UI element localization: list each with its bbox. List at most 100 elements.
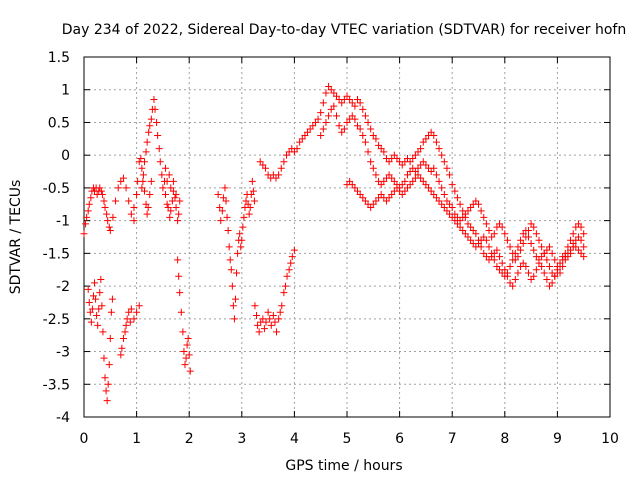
data-point bbox=[106, 226, 114, 234]
data-point bbox=[546, 243, 554, 251]
data-point bbox=[174, 256, 182, 264]
data-point bbox=[130, 315, 138, 323]
data-point bbox=[290, 246, 298, 254]
data-point bbox=[158, 171, 166, 179]
data-point bbox=[102, 387, 110, 395]
data-point bbox=[540, 269, 548, 277]
data-point bbox=[104, 380, 112, 388]
data-point bbox=[167, 207, 175, 215]
data-point bbox=[174, 217, 182, 225]
y-tick-label: -0.5 bbox=[43, 181, 70, 197]
data-point bbox=[546, 262, 554, 270]
data-point bbox=[231, 295, 239, 303]
data-point bbox=[317, 132, 325, 140]
x-axis-label: GPS time / hours bbox=[285, 458, 402, 474]
data-point bbox=[218, 207, 226, 215]
data-point bbox=[438, 184, 446, 192]
data-point bbox=[139, 171, 147, 179]
y-tick-label: -1 bbox=[56, 214, 70, 230]
data-point bbox=[143, 210, 151, 218]
data-point bbox=[146, 122, 154, 130]
data-point bbox=[82, 220, 90, 228]
data-point bbox=[153, 118, 161, 126]
data-point bbox=[532, 266, 540, 274]
data-point bbox=[245, 210, 253, 218]
data-point bbox=[85, 200, 93, 208]
data-point bbox=[361, 112, 369, 120]
data-point bbox=[93, 312, 101, 320]
data-point bbox=[259, 315, 267, 323]
data-point bbox=[335, 122, 343, 130]
data-point bbox=[112, 197, 120, 205]
data-point bbox=[119, 334, 127, 342]
data-point bbox=[228, 282, 236, 290]
data-point bbox=[100, 197, 108, 205]
data-point bbox=[435, 145, 443, 153]
axis-ticks: 0 1 2 3 4 5 6 7 8 9 10 1.5 1 0.5 0 -0.5 -1 -1.5 -2 -2.5 -3 -3… bbox=[43, 50, 619, 447]
data-point bbox=[260, 325, 268, 333]
data-point bbox=[251, 302, 259, 310]
data-point bbox=[238, 236, 246, 244]
data-point bbox=[509, 282, 517, 290]
data-point bbox=[99, 328, 107, 336]
data-point bbox=[180, 348, 188, 356]
x-tick-label: 3 bbox=[237, 431, 246, 447]
data-point bbox=[432, 171, 440, 179]
data-point bbox=[151, 105, 159, 113]
data-point bbox=[222, 197, 230, 205]
data-point bbox=[577, 223, 585, 231]
data-point bbox=[275, 171, 283, 179]
data-point bbox=[319, 99, 327, 107]
data-point bbox=[94, 321, 102, 329]
data-point bbox=[530, 246, 538, 254]
data-point bbox=[83, 213, 91, 221]
data-point bbox=[229, 302, 237, 310]
data-point bbox=[264, 308, 272, 316]
data-point bbox=[130, 217, 138, 225]
data-point bbox=[569, 230, 577, 238]
data-point bbox=[438, 151, 446, 159]
data-point bbox=[223, 213, 231, 221]
data-point bbox=[417, 145, 425, 153]
data-point bbox=[498, 223, 506, 231]
x-tick-label: 1 bbox=[132, 431, 141, 447]
data-point bbox=[138, 164, 146, 172]
data-point bbox=[246, 204, 254, 212]
data-point bbox=[154, 132, 162, 140]
data-points bbox=[80, 82, 588, 405]
data-point bbox=[103, 397, 111, 405]
data-point bbox=[118, 344, 126, 352]
data-point bbox=[217, 217, 225, 225]
data-point bbox=[530, 223, 538, 231]
data-point bbox=[138, 184, 146, 192]
data-point bbox=[175, 272, 183, 280]
data-point bbox=[472, 230, 480, 238]
data-point bbox=[98, 190, 106, 198]
data-point bbox=[482, 236, 490, 244]
data-point bbox=[356, 99, 364, 107]
data-point bbox=[535, 236, 543, 244]
data-point bbox=[172, 190, 180, 198]
y-tick-label: 0 bbox=[61, 148, 70, 164]
data-point bbox=[275, 315, 283, 323]
data-point bbox=[522, 262, 530, 270]
data-point bbox=[367, 158, 375, 166]
data-point bbox=[524, 269, 532, 277]
data-point bbox=[84, 285, 92, 293]
data-point bbox=[237, 243, 245, 251]
data-point bbox=[97, 187, 105, 195]
data-point bbox=[551, 256, 559, 264]
data-point bbox=[317, 109, 325, 117]
data-point bbox=[139, 177, 147, 185]
data-point bbox=[488, 249, 496, 257]
data-point bbox=[123, 315, 131, 323]
data-point bbox=[332, 112, 340, 120]
data-point bbox=[580, 243, 588, 251]
data-point bbox=[162, 190, 170, 198]
data-point bbox=[127, 210, 135, 218]
data-point bbox=[559, 262, 567, 270]
data-point bbox=[224, 226, 232, 234]
data-point bbox=[538, 243, 546, 251]
data-point bbox=[498, 259, 506, 267]
